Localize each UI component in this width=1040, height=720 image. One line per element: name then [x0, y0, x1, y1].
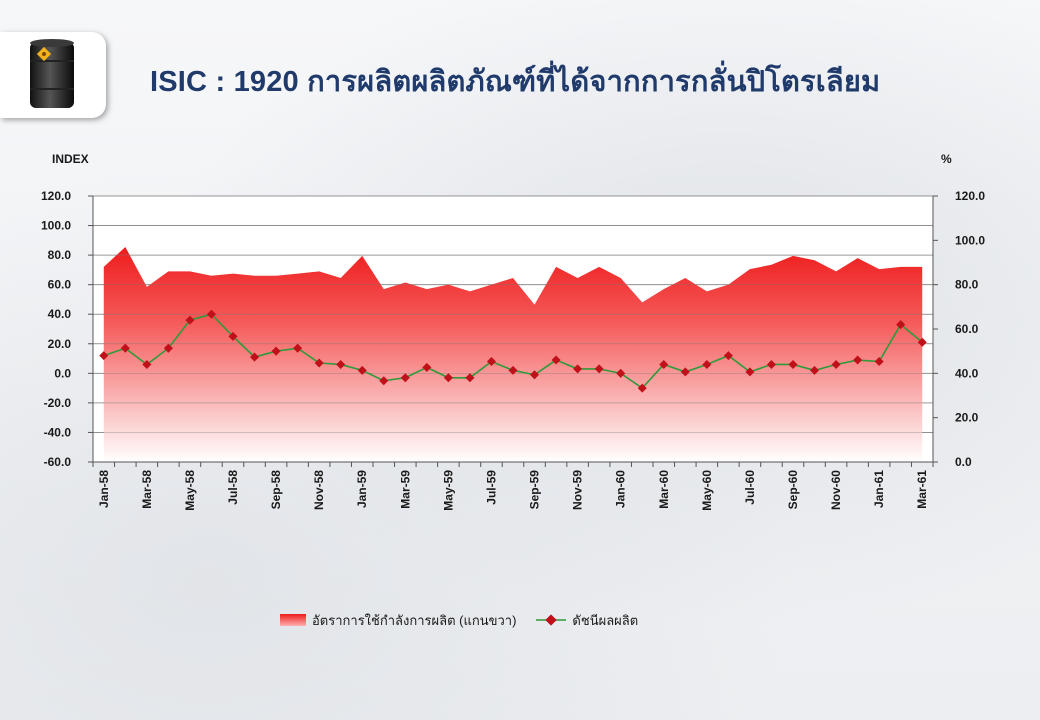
right-tick-label: 40.0 — [955, 366, 979, 380]
right-tick-label: 20.0 — [955, 411, 979, 425]
index-point — [831, 359, 841, 369]
x-tick-label: Jan-59 — [355, 470, 369, 508]
left-tick-label: 60.0 — [48, 278, 72, 292]
index-point — [250, 352, 260, 362]
x-tick-label: Mar-60 — [657, 470, 671, 509]
right-axis-label: % — [941, 152, 952, 166]
x-tick-label: Jan-61 — [872, 470, 886, 508]
left-tick-label: -60.0 — [44, 455, 72, 469]
legend-label-capacity: อัตราการใช้กำลังการผลิต (แกนขวา) — [312, 612, 517, 628]
right-tick-label: 120.0 — [955, 189, 985, 203]
x-tick-label: Sep-60 — [786, 470, 800, 510]
logo-box — [0, 32, 106, 118]
x-tick-label: May-58 — [183, 470, 197, 511]
tick-labels: 120.0 100.0 80.0 60.0 40.0 20.0 0.0 -20.0 -40.0 -… — [41, 189, 985, 511]
index-point — [99, 351, 109, 361]
axes — [88, 195, 938, 467]
x-tick-label: Sep-59 — [528, 470, 542, 510]
oil-barrel-icon — [30, 39, 74, 108]
index-point — [530, 370, 540, 380]
left-tick-label: 20.0 — [48, 337, 72, 351]
capacity-area — [103, 246, 923, 462]
legend: อัตราการใช้กำลังการผลิต (แกนขวา) ดัชนีผล… — [280, 610, 638, 630]
index-point — [594, 364, 604, 374]
left-tick-label: 120.0 — [41, 189, 71, 203]
index-point — [702, 359, 712, 369]
right-tick-label: 0.0 — [955, 455, 972, 469]
x-tick-label: Jul-59 — [484, 470, 498, 505]
legend-swatch-area — [280, 614, 306, 626]
index-point — [228, 331, 238, 341]
x-tick-label: Nov-60 — [829, 470, 843, 510]
index-point — [551, 355, 561, 365]
x-tick-label: Mar-58 — [140, 470, 154, 509]
left-tick-label: -40.0 — [44, 425, 72, 439]
x-tick-label: Nov-58 — [312, 470, 326, 510]
x-tick-label: Jan-60 — [614, 470, 628, 508]
index-point — [573, 364, 583, 374]
x-tick-label: Jan-58 — [97, 470, 111, 508]
page-title: ISIC : 1920 การผลิตผลิตภัณฑ์ที่ได้จากการ… — [150, 66, 881, 98]
index-point — [185, 315, 195, 325]
left-tick-label: 0.0 — [54, 366, 71, 380]
left-tick-label: 80.0 — [48, 248, 72, 262]
x-tick-label: May-59 — [441, 470, 455, 511]
index-point — [853, 355, 863, 365]
left-tick-label: -20.0 — [44, 396, 72, 410]
index-point — [206, 309, 216, 319]
left-axis-label: INDEX — [52, 152, 89, 166]
right-tick-label: 60.0 — [955, 322, 979, 336]
x-tick-label: Jul-58 — [226, 470, 240, 505]
x-tick-label: Jul-60 — [743, 470, 757, 505]
left-tick-label: 40.0 — [48, 307, 72, 321]
index-point — [163, 343, 173, 353]
x-tick-label: Nov-59 — [571, 470, 585, 510]
legend-label-index: ดัชนีผลผลิต — [572, 612, 639, 628]
x-tick-label: May-60 — [700, 470, 714, 511]
x-tick-label: Mar-61 — [915, 470, 929, 509]
legend-item-capacity: อัตราการใช้กำลังการผลิต (แกนขวา) — [280, 610, 516, 631]
x-tick-label: Mar-59 — [398, 470, 412, 509]
index-point — [142, 359, 152, 369]
legend-item-index: ดัชนีผลผลิต — [536, 610, 638, 631]
index-point — [120, 343, 130, 353]
right-tick-label: 80.0 — [955, 278, 979, 292]
left-tick-label: 100.0 — [41, 219, 71, 233]
legend-swatch-line — [536, 614, 567, 626]
x-tick-label: Sep-58 — [269, 470, 283, 510]
right-tick-label: 100.0 — [955, 233, 985, 247]
index-point — [917, 337, 927, 347]
